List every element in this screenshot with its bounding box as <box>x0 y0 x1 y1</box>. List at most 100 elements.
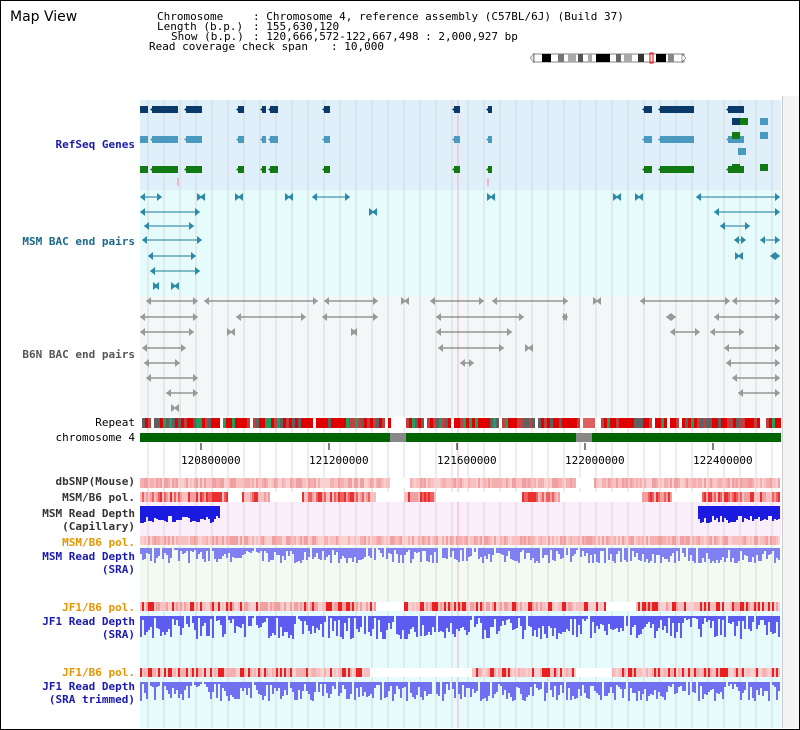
heat-cell <box>704 536 706 545</box>
repeat-block <box>436 418 439 428</box>
heat-cell <box>466 536 468 545</box>
depth-bar <box>254 682 256 685</box>
heat-cell <box>344 492 346 502</box>
heat-cell <box>548 536 550 545</box>
vertical-scrollbar[interactable] <box>782 96 799 728</box>
depth-bar <box>334 616 336 621</box>
heat-cell <box>626 492 628 502</box>
heat-cell <box>142 602 144 611</box>
gene-arrow <box>260 106 265 113</box>
heat-cell <box>392 668 394 677</box>
depth-bar <box>408 616 410 634</box>
heat-cell <box>552 602 554 611</box>
heat-cell <box>736 602 738 611</box>
depth-bar <box>622 616 624 631</box>
heat-cell <box>748 668 750 677</box>
depth-bar <box>208 548 210 561</box>
depth-bar <box>606 682 608 696</box>
heat-cell <box>448 478 450 488</box>
bac-end-left <box>720 222 725 230</box>
heat-cell <box>718 478 720 488</box>
heat-cell <box>376 602 378 611</box>
gene-arrow <box>486 106 491 113</box>
heat-cell <box>350 492 352 502</box>
heat-cell <box>390 536 392 545</box>
depth-bar <box>752 682 754 698</box>
heat-cell <box>690 492 692 502</box>
b6n-end <box>640 297 645 305</box>
depth-bar <box>286 682 288 695</box>
repeat-block <box>472 418 475 428</box>
depth-bar <box>172 506 174 522</box>
heat-cell <box>484 602 486 611</box>
heat-cell <box>190 668 192 677</box>
depth-bar <box>644 682 646 689</box>
depth-bar <box>740 682 742 700</box>
repeat-block <box>532 418 535 428</box>
depth-bar <box>522 548 524 550</box>
track-panel[interactable] <box>140 96 781 728</box>
heat-cell <box>600 536 602 545</box>
depth-bar <box>268 616 270 638</box>
depth-bar <box>370 682 372 694</box>
depth-bar <box>282 682 284 696</box>
chromosome-ideogram[interactable] <box>528 51 688 65</box>
repeat-block <box>688 418 691 428</box>
heat-cell <box>282 492 284 502</box>
repeat-block <box>316 418 319 428</box>
b6n-end <box>528 344 533 352</box>
bac-end-right <box>235 193 240 201</box>
heat-cell <box>552 492 554 502</box>
bac-end-left <box>200 193 205 201</box>
heat-cell <box>234 668 236 677</box>
heat-cell <box>594 492 596 502</box>
heat-cell <box>546 668 548 677</box>
heat-cell <box>762 668 764 677</box>
heat-cell <box>716 536 718 545</box>
depth-bar <box>510 682 512 697</box>
b6n-end <box>739 328 744 336</box>
heat-cell <box>368 668 370 677</box>
heat-cell <box>402 668 404 677</box>
heat-cell <box>570 478 572 488</box>
heat-cell <box>710 536 712 545</box>
depth-bar <box>556 616 558 639</box>
heat-cell <box>160 536 162 545</box>
heat-cell <box>618 536 620 545</box>
depth-bar <box>140 506 142 523</box>
heat-cell <box>372 478 374 488</box>
depth-bar <box>712 616 714 621</box>
depth-bar <box>400 616 402 639</box>
heat-cell <box>352 602 354 611</box>
heat-cell <box>598 478 600 488</box>
heat-cell <box>228 536 230 545</box>
heat-cell <box>576 602 578 611</box>
depth-bar <box>634 682 636 693</box>
depth-bar <box>432 616 434 627</box>
heat-cell <box>504 668 506 677</box>
gene-block <box>660 166 670 173</box>
heat-cell <box>174 478 176 488</box>
gene-block <box>684 166 694 173</box>
heat-cell <box>328 668 330 677</box>
depth-bar <box>220 682 222 701</box>
heat-cell <box>206 536 208 545</box>
span-value: : 10,000 <box>331 40 384 53</box>
heat-cell <box>688 478 690 488</box>
heat-cell <box>390 602 392 611</box>
depth-bar <box>734 616 736 636</box>
depth-bar <box>358 548 360 560</box>
heat-cell <box>412 536 414 545</box>
heat-cell <box>280 602 282 611</box>
heat-cell <box>746 602 748 611</box>
heat-cell <box>214 478 216 488</box>
repeat-block <box>685 418 688 428</box>
heat-cell <box>418 668 420 677</box>
heat-cell <box>156 668 158 677</box>
depth-bar <box>294 548 296 563</box>
heat-cell <box>440 668 442 677</box>
heat-cell <box>262 668 264 677</box>
b6n-end <box>563 313 568 321</box>
repeat-block <box>691 418 694 428</box>
depth-bar <box>692 616 694 618</box>
